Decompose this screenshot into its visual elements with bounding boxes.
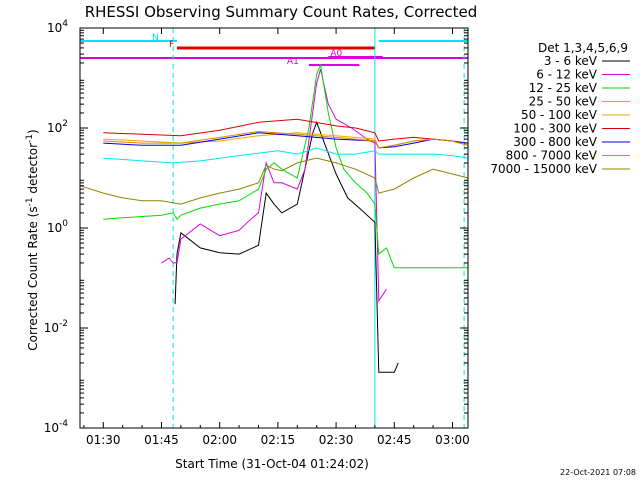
x-axis-ticks: 01:30 01:45 02:00 02:15 02:30 02:45 03:00 (83, 28, 470, 447)
series-line-3 (103, 147, 469, 164)
series-line-1 (161, 69, 387, 303)
y-tick-label: 102 (47, 119, 68, 135)
x-tick-label: 02:15 (261, 433, 296, 447)
plot-frame (79, 27, 469, 429)
chart-title: RHESSI Observing Summary Count Rates, Co… (85, 3, 478, 21)
x-tick-label: 02:45 (377, 433, 412, 447)
y-tick-label: 10-2 (44, 319, 68, 335)
y-axis-label: Corrected Count Rate (s-1 detector-1) (25, 129, 40, 350)
legend-label: 3 - 6 keV (544, 54, 598, 68)
flag-label-A0: A0 (330, 49, 342, 59)
attenuator-flag-lines: NF A0 A1 (80, 33, 468, 67)
legend-label: 300 - 800 keV (513, 135, 597, 149)
legend-label: 25 - 50 keV (529, 95, 598, 109)
x-tick-label: 03:00 (435, 433, 470, 447)
legend-label: 6 - 12 keV (536, 68, 598, 82)
x-tick-label: 02:30 (319, 433, 354, 447)
series-line-7 (103, 130, 469, 149)
plot-series (79, 63, 469, 373)
footer-date: 22-Oct-2021 07:08 (560, 468, 636, 477)
flag-label-A1: A1 (287, 57, 299, 67)
flag-label-N: N (152, 33, 159, 43)
x-tick-label: 01:45 (144, 433, 179, 447)
legend-label: 50 - 100 keV (521, 108, 598, 122)
x-axis-label: Start Time (31-Oct-04 01:24:02) (175, 457, 369, 471)
series-line-2 (103, 63, 468, 269)
legend-label: 100 - 300 keV (513, 122, 597, 136)
legend-label: 800 - 7000 keV (506, 149, 598, 163)
legend-label: 7000 - 15000 keV (490, 162, 597, 176)
legend-label: 12 - 25 keV (529, 81, 598, 95)
time-markers (172, 28, 465, 428)
y-tick-label: 10-4 (44, 419, 69, 435)
flag-label-F: F (169, 40, 174, 50)
y-tick-label: 100 (47, 219, 68, 235)
x-tick-label: 01:30 (86, 433, 121, 447)
legend-title: Det 1,3,4,5,6,9 (538, 41, 628, 55)
series-line-5 (103, 118, 469, 146)
series-line-8 (79, 157, 469, 205)
series-line-0 (174, 120, 399, 373)
y-axis-ticks: 10-4 10-2 100 102 104 (44, 19, 468, 435)
y-tick-label: 104 (47, 19, 68, 35)
x-tick-label: 02:00 (202, 433, 237, 447)
